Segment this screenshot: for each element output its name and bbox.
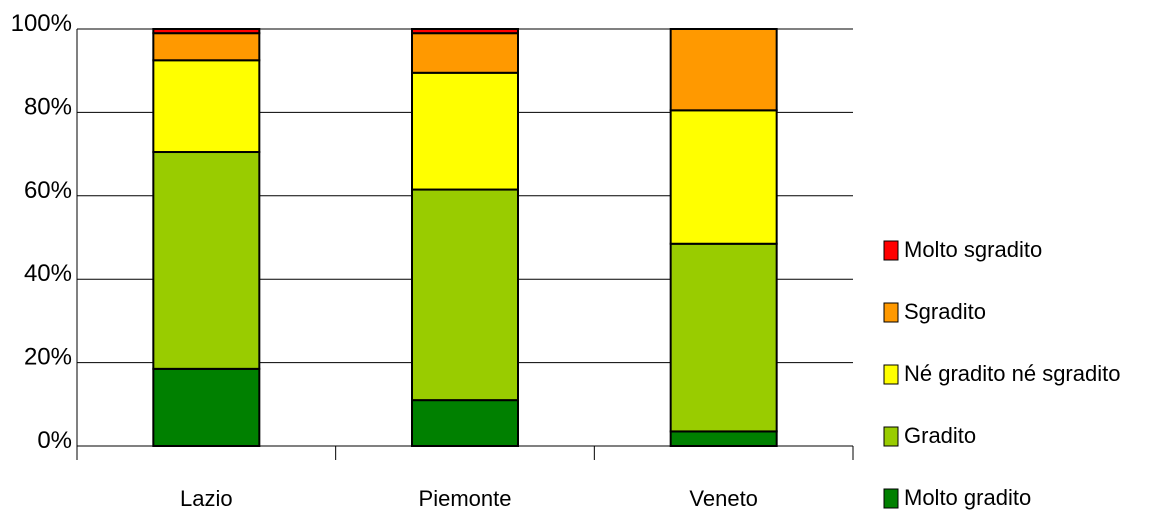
bars [152, 28, 778, 448]
legend-swatch [883, 302, 899, 323]
y-tick-label: 0% [37, 427, 72, 454]
x-tick-label: Piemonte [419, 486, 512, 511]
bar-segment-piemonte-3 [411, 32, 519, 74]
bar-segment-veneto-1 [669, 242, 778, 433]
bar-segment-piemonte-0 [411, 399, 519, 448]
legend-swatch [883, 240, 899, 261]
bar-segment-veneto-0 [669, 430, 778, 447]
x-tick-labels: Lazio Piemonte Veneto [180, 486, 758, 511]
legend: Molto sgradito Sgradito Né gradito né sgra… [883, 237, 1120, 510]
x-tick-label: Lazio [180, 486, 233, 511]
bar-segment-lazio-0 [152, 367, 261, 448]
legend-swatch [883, 488, 899, 509]
y-tick-label: 100% [11, 10, 72, 37]
y-tick-labels: 0% 20% 40% 60% 80% 100% [11, 10, 72, 454]
y-tick-label: 80% [24, 93, 72, 120]
bar-segment-lazio-4 [152, 28, 261, 35]
axes [76, 29, 854, 460]
bar-segment-lazio-2 [152, 59, 261, 154]
bar-segment-lazio-3 [152, 32, 261, 62]
legend-label: Gradito [904, 423, 976, 448]
bar-segment-lazio-1 [152, 151, 261, 370]
legend-label: Molto gradito [904, 485, 1031, 510]
x-tick-label: Veneto [689, 486, 758, 511]
legend-swatch [883, 426, 899, 447]
bar-segment-veneto-2 [669, 109, 778, 245]
legend-label: Sgradito [904, 299, 986, 324]
bar-segment-piemonte-1 [411, 188, 519, 402]
legend-label: Molto sgradito [904, 237, 1042, 262]
legend-swatch [883, 364, 899, 385]
legend-label: Né gradito né sgradito [904, 361, 1120, 386]
y-tick-label: 20% [24, 344, 72, 371]
y-tick-label: 40% [24, 260, 72, 287]
bar-segment-piemonte-2 [411, 71, 519, 191]
bar-segment-veneto-3 [669, 28, 778, 112]
y-tick-label: 60% [24, 177, 72, 204]
bar-segment-piemonte-4 [411, 28, 519, 35]
